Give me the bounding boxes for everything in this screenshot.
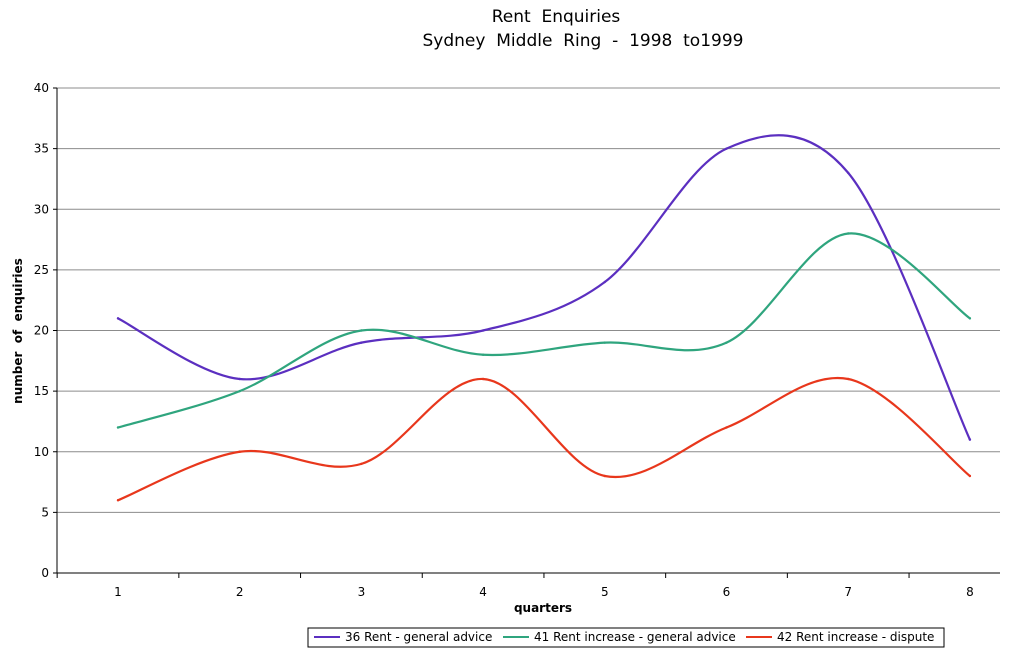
y-tick-label: 25: [34, 263, 49, 277]
y-tick-label: 35: [34, 142, 49, 156]
x-axis-label: quarters: [514, 601, 572, 615]
series-2-point: [847, 232, 850, 235]
x-tick-label: 1: [114, 585, 122, 599]
y-tick-label: 30: [34, 202, 49, 216]
series-3-point: [603, 474, 606, 478]
x-tick-label: 2: [236, 585, 244, 599]
y-axis-ticks: 0 5 10 15 20 25 30 35 40: [34, 81, 57, 580]
series-2-point: [238, 389, 241, 393]
y-tick-label: 20: [34, 324, 49, 338]
legend-box: [307, 627, 945, 648]
y-tick-label: 5: [41, 505, 49, 519]
y-axis-label: number of enquiries: [11, 258, 25, 404]
series-1-point: [968, 438, 972, 441]
series-1-point: [360, 341, 363, 344]
x-tick-label: 8: [966, 585, 974, 599]
series-lines: [116, 134, 972, 502]
legend-label-3: 42 Rent increase - dispute: [777, 630, 934, 644]
legend-label-1: 36 Rent - general advice: [345, 630, 492, 644]
series-2-point: [116, 426, 120, 429]
y-tick-label: 40: [34, 81, 49, 95]
y-tick-label: 0: [41, 566, 49, 580]
series-2-point: [481, 353, 485, 356]
series-line-2: [116, 232, 971, 429]
grid-lines: [57, 87, 1000, 513]
series-3-point: [847, 377, 850, 381]
x-axis-ticks: 1 2 3 4 5 6 7 8: [56, 573, 974, 599]
y-tick-label: 15: [34, 384, 49, 398]
x-tick-label: 5: [601, 585, 609, 599]
series-2-point: [360, 329, 363, 332]
series-2-point: [725, 341, 728, 344]
x-tick-label: 7: [844, 585, 852, 599]
x-tick-label: 3: [358, 585, 366, 599]
series-3-point: [481, 377, 485, 381]
x-tick-label: 4: [479, 585, 487, 599]
series-1-point: [116, 317, 120, 320]
series-1-point: [725, 147, 728, 150]
series-1-point: [238, 377, 241, 381]
legend: 36 Rent - general advice 41 Rent increase…: [307, 627, 945, 648]
legend-label-2: 41 Rent increase - general advice: [534, 630, 736, 644]
chart-title: Rent Enquiries: [492, 7, 621, 27]
series-3-point: [725, 426, 728, 429]
series-line-1: [116, 134, 971, 441]
series-3-point: [116, 499, 120, 502]
series-2-point: [968, 317, 972, 320]
series-1-point: [847, 171, 850, 175]
x-tick-label: 6: [723, 585, 731, 599]
series-1-point: [481, 329, 485, 332]
series-line-3: [116, 376, 971, 502]
series-3-point: [968, 474, 972, 478]
chart-subtitle: Sydney Middle Ring - 1998 to1999: [423, 31, 744, 51]
series-1-point: [603, 280, 606, 284]
series-3-point: [238, 450, 241, 453]
series-3-point: [360, 462, 363, 466]
series-2-point: [603, 341, 606, 344]
y-tick-label: 10: [34, 445, 49, 459]
